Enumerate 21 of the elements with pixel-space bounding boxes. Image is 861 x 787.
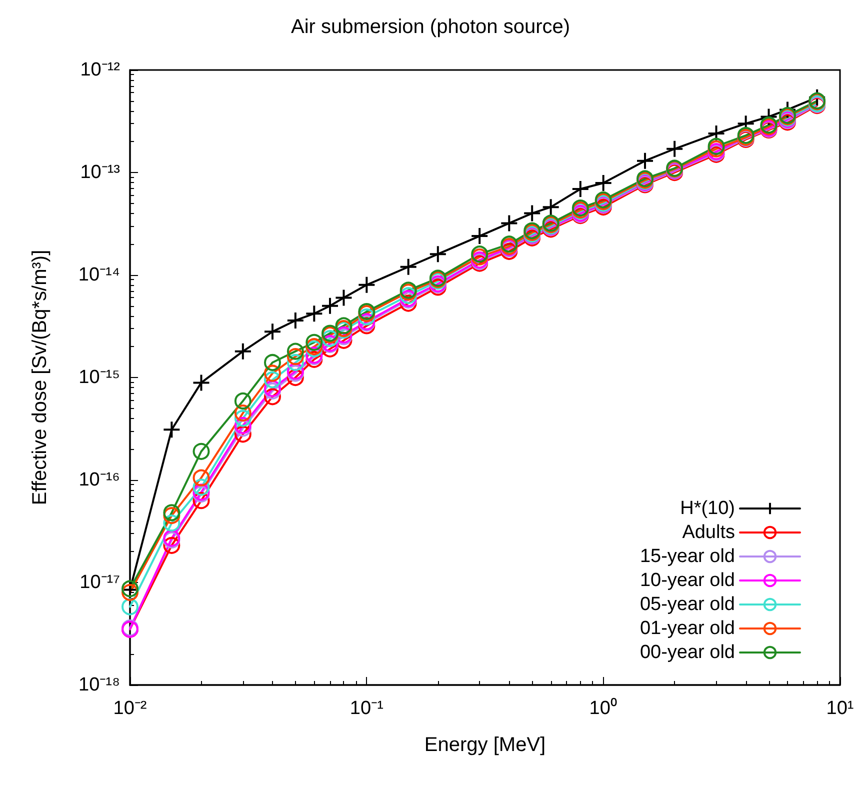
- legend-label: 01-year old: [640, 618, 735, 639]
- legend-label: 15-year old: [640, 546, 735, 567]
- legend-label: Adults: [682, 522, 735, 543]
- y-tick-label: 10⁻¹⁴: [78, 264, 120, 286]
- y-tick-label: 10⁻¹⁷: [80, 572, 120, 593]
- legend-label: H*(10): [680, 498, 735, 519]
- y-tick-label: 10⁻¹³: [80, 162, 120, 183]
- y-tick-label: 10⁻¹⁸: [78, 674, 120, 696]
- legend-label: 05-year old: [640, 594, 735, 615]
- legend-label: 00-year old: [640, 642, 735, 663]
- x-tick-label: 10¹: [826, 698, 854, 719]
- y-tick-label: 10⁻¹²: [80, 60, 120, 80]
- x-axis-title: Energy [MeV]: [424, 734, 546, 756]
- y-tick-label: 10⁻¹⁶: [78, 470, 120, 490]
- legend-label: 10-year old: [640, 570, 735, 591]
- x-tick-label: 10⁻¹: [350, 698, 384, 719]
- chart-title: Air submersion (photon source): [290, 16, 570, 38]
- x-tick-label: 10⁰: [589, 697, 618, 719]
- x-tick-label: 10⁻²: [113, 698, 147, 719]
- y-tick-label: 10⁻¹⁵: [78, 367, 120, 388]
- y-axis-title: Effective dose [Sv/(Bq*s/m³)]: [29, 250, 51, 506]
